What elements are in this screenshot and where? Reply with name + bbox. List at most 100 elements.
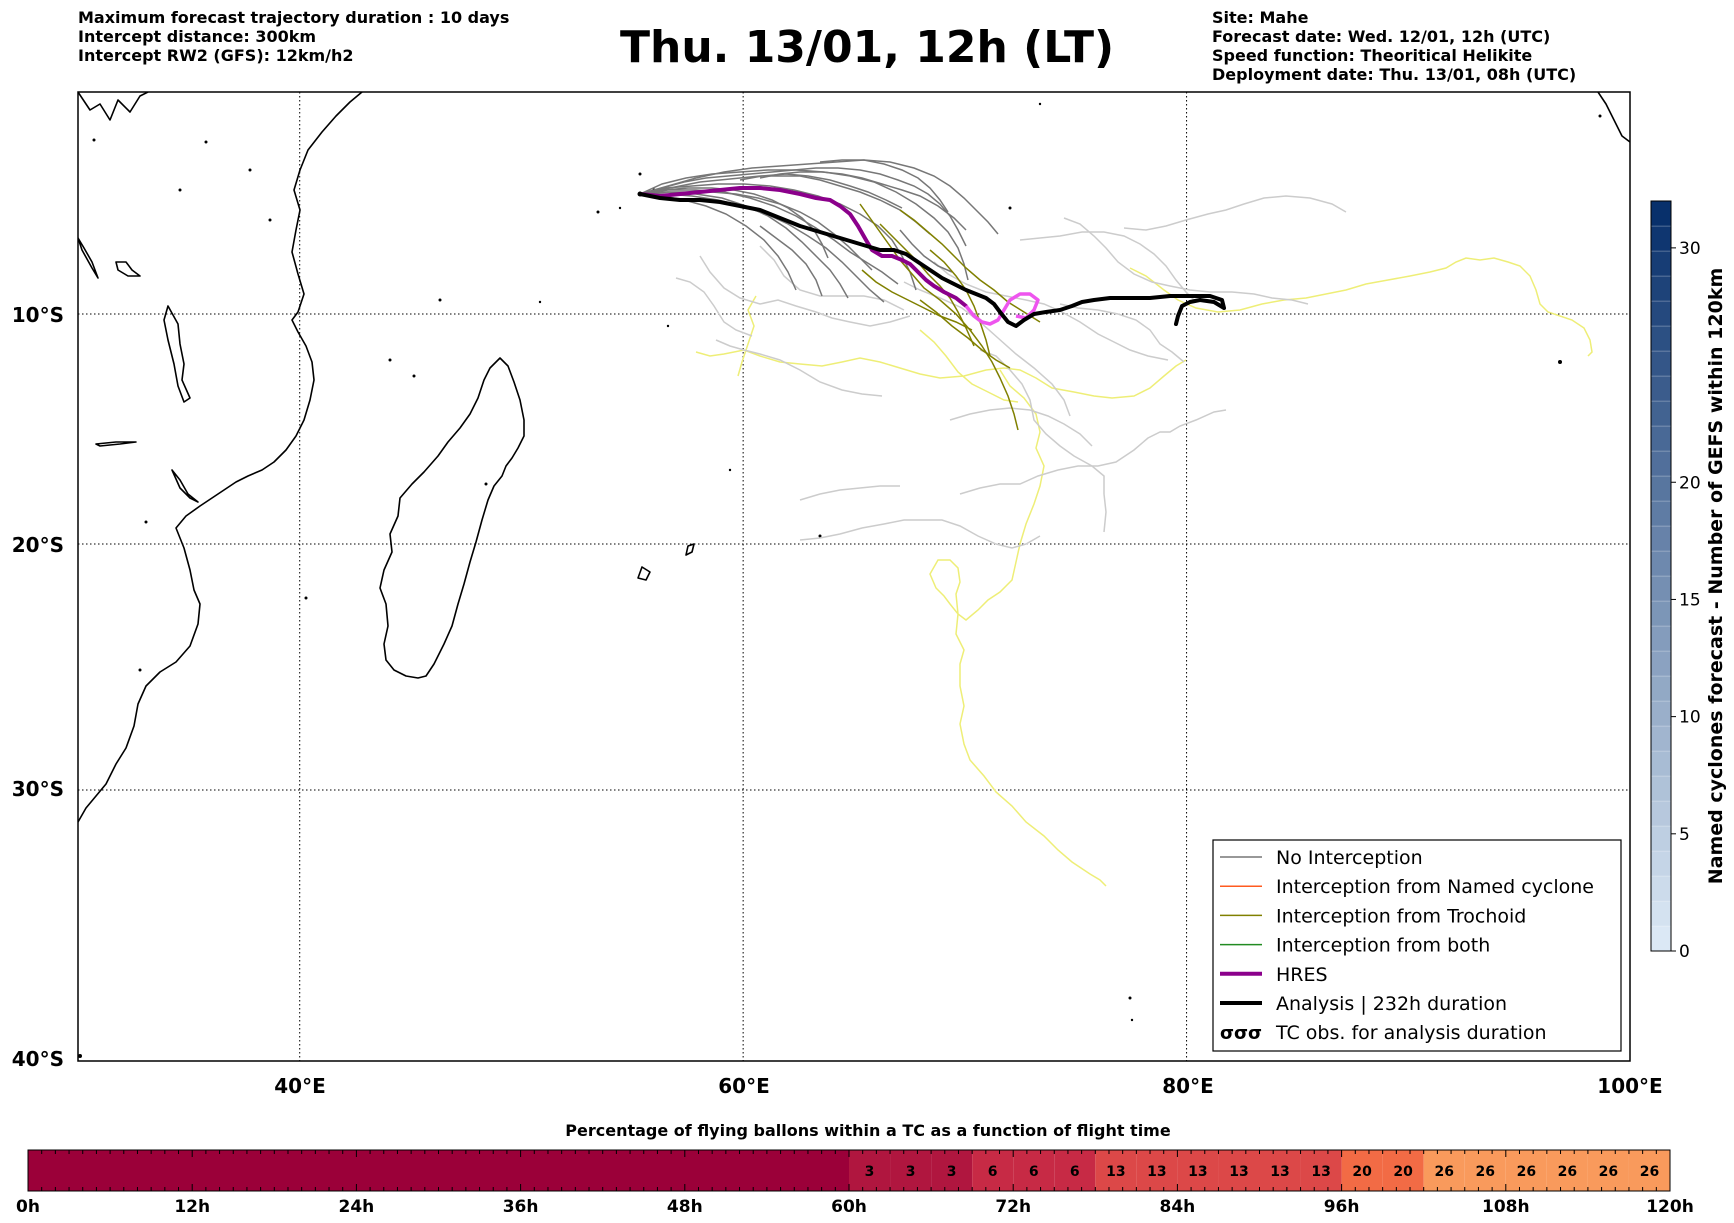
light-ensemble-trajectories [675,195,1347,549]
flight-time-cell [1095,1150,1137,1191]
lon-label-40: 40°E [274,1074,326,1098]
flight-time-cell-value: 6 [1029,1164,1039,1180]
flight-time-cell-value: 26 [1558,1164,1577,1180]
legend-box [1212,839,1622,1052]
intercept-distance-text: Intercept distance: 300km [78,27,317,46]
graticule [78,92,1630,1061]
legend-item: σσσ TC obs. for analysis duration [1220,1022,1547,1044]
colorbar-cell [1650,575,1672,602]
legend-item: Interception from both [1220,935,1490,957]
flight-time-tick-label: 120h [1646,1197,1694,1217]
coastlines [78,92,1630,823]
flight-time-tick-label: 60h [831,1197,867,1217]
flight-time-cell-value: 3 [906,1164,916,1180]
legend-item: Analysis | 232h duration [1220,993,1507,1015]
flight-time-cell [1259,1150,1301,1191]
longitude-labels: 40°E 60°E 80°E 100°E [274,1074,1662,1098]
flight-time-cell [1423,1150,1465,1191]
latitude-labels: 10°S 20°S 30°S 40°S [12,303,64,1071]
flight-time-cell-value: 26 [1476,1164,1495,1180]
forecast-date-text: Forecast date: Wed. 12/01, 12h (UTC) [1212,27,1551,46]
colorbar-cell [1650,500,1672,527]
legend-label: No Interception [1276,847,1423,869]
colorbar-cell [1650,675,1672,702]
colorbar-tick-label: 0 [1679,942,1690,962]
colorbar-cell [1650,225,1672,252]
flight-time-tick-label: 48h [667,1197,703,1217]
flight-time-tick-label: 108h [1482,1197,1530,1217]
flight-time-cell-value: 13 [1147,1164,1166,1180]
legend-label: Analysis | 232h duration [1276,993,1507,1015]
flight-time-cell-value: 3 [947,1164,957,1180]
flight-time-cell-value: 20 [1352,1164,1372,1180]
lon-label-60: 60°E [718,1074,770,1098]
flight-time-tick-label: 84h [1160,1197,1196,1217]
legend-label: TC obs. for analysis duration [1275,1022,1547,1044]
hres-trajectory [638,186,1040,326]
flight-time-cell [1054,1150,1096,1191]
flight-time-cell-value: 26 [1599,1164,1618,1180]
flight-time-cell [972,1150,1014,1191]
trochoid-interception-trajectories [859,203,1041,431]
colorbar-cell [1650,350,1672,377]
colorbar-cell [1650,625,1672,652]
speed-function-text: Speed function: Theoritical Helikite [1212,46,1533,65]
lat-label-10s: 10°S [12,303,64,327]
colorbar-cell [1650,700,1672,727]
legend: No Interception Interception from Named c… [1212,839,1622,1052]
colorbar-cell [1650,600,1672,627]
flight-time-cell [1136,1150,1178,1191]
legend-item: Interception from Named cyclone [1220,876,1594,898]
flight-time-tick-label: 24h [339,1197,375,1217]
flight-time-cell-value: 6 [988,1164,998,1180]
flight-time-cell [931,1150,973,1191]
flight-time-cell-value: 13 [1229,1164,1248,1180]
forecast-parameters: Maximum forecast trajectory duration : 1… [78,8,509,65]
flight-time-cell-value: 26 [1517,1164,1536,1180]
no-interception-trajectories [639,159,999,303]
colorbar-tick-label: 20 [1679,473,1701,493]
colorbar-tick-label: 30 [1679,239,1701,259]
lake-outline [163,305,191,403]
flight-time-cell-value: 3 [865,1164,875,1180]
flight-time-cell-value: 26 [1434,1164,1453,1180]
flight-time-cell [1587,1150,1629,1191]
mascarene-island-2 [685,543,695,556]
flight-time-cell [1505,1150,1547,1191]
flight-time-cell-value: 26 [1640,1164,1659,1180]
lon-label-80: 80°E [1162,1074,1214,1098]
north-coast [78,92,149,121]
northeast-coast [1597,92,1630,143]
legend-label: Interception from Trochoid [1276,905,1526,927]
colorbar-cell [1650,925,1672,952]
flight-time-tick-label: 72h [995,1197,1031,1217]
colorbar-tick-label: 5 [1679,825,1690,845]
colorbar-cell [1650,725,1672,752]
comoros-islands [115,261,141,277]
flight-time-cell-value: 20 [1393,1164,1413,1180]
intercept-rw2-text: Intercept RW2 (GFS): 12km/h2 [78,46,354,65]
lat-label-20s: 20°S [12,533,64,557]
flight-time-cell [1628,1150,1670,1191]
flight-time-cell-value: 13 [1270,1164,1289,1180]
flight-time-cell-value: 13 [1188,1164,1207,1180]
madagascar-coastline [379,357,525,679]
flight-time-cell [1341,1150,1383,1191]
colorbar-cell [1650,200,1672,227]
flight-time-cell [1382,1150,1424,1191]
flight-time-cell [28,1150,849,1191]
yellow-trajectories [695,257,1593,887]
colorbar-cell [1650,800,1672,827]
colorbar-cell [1650,900,1672,927]
colorbar-cell [1650,825,1672,852]
flight-time-cell-value: 13 [1106,1164,1125,1180]
flight-time-cell [1218,1150,1260,1191]
lake-tanganyika-outline [95,441,137,447]
mascarene-island-1 [637,566,651,581]
flight-time-cell [1546,1150,1588,1191]
cyclone-count-colorbar: 0 5 10 15 20 30 Named cyclones forecast - Num… [1650,200,1727,962]
flight-time-tick-label: 96h [1324,1197,1360,1217]
cyclone-colorbar-label: Named cyclones forecast - Number of GEFS… [1705,268,1727,885]
page-title: Thu. 13/01, 12h (LT) [620,22,1115,73]
